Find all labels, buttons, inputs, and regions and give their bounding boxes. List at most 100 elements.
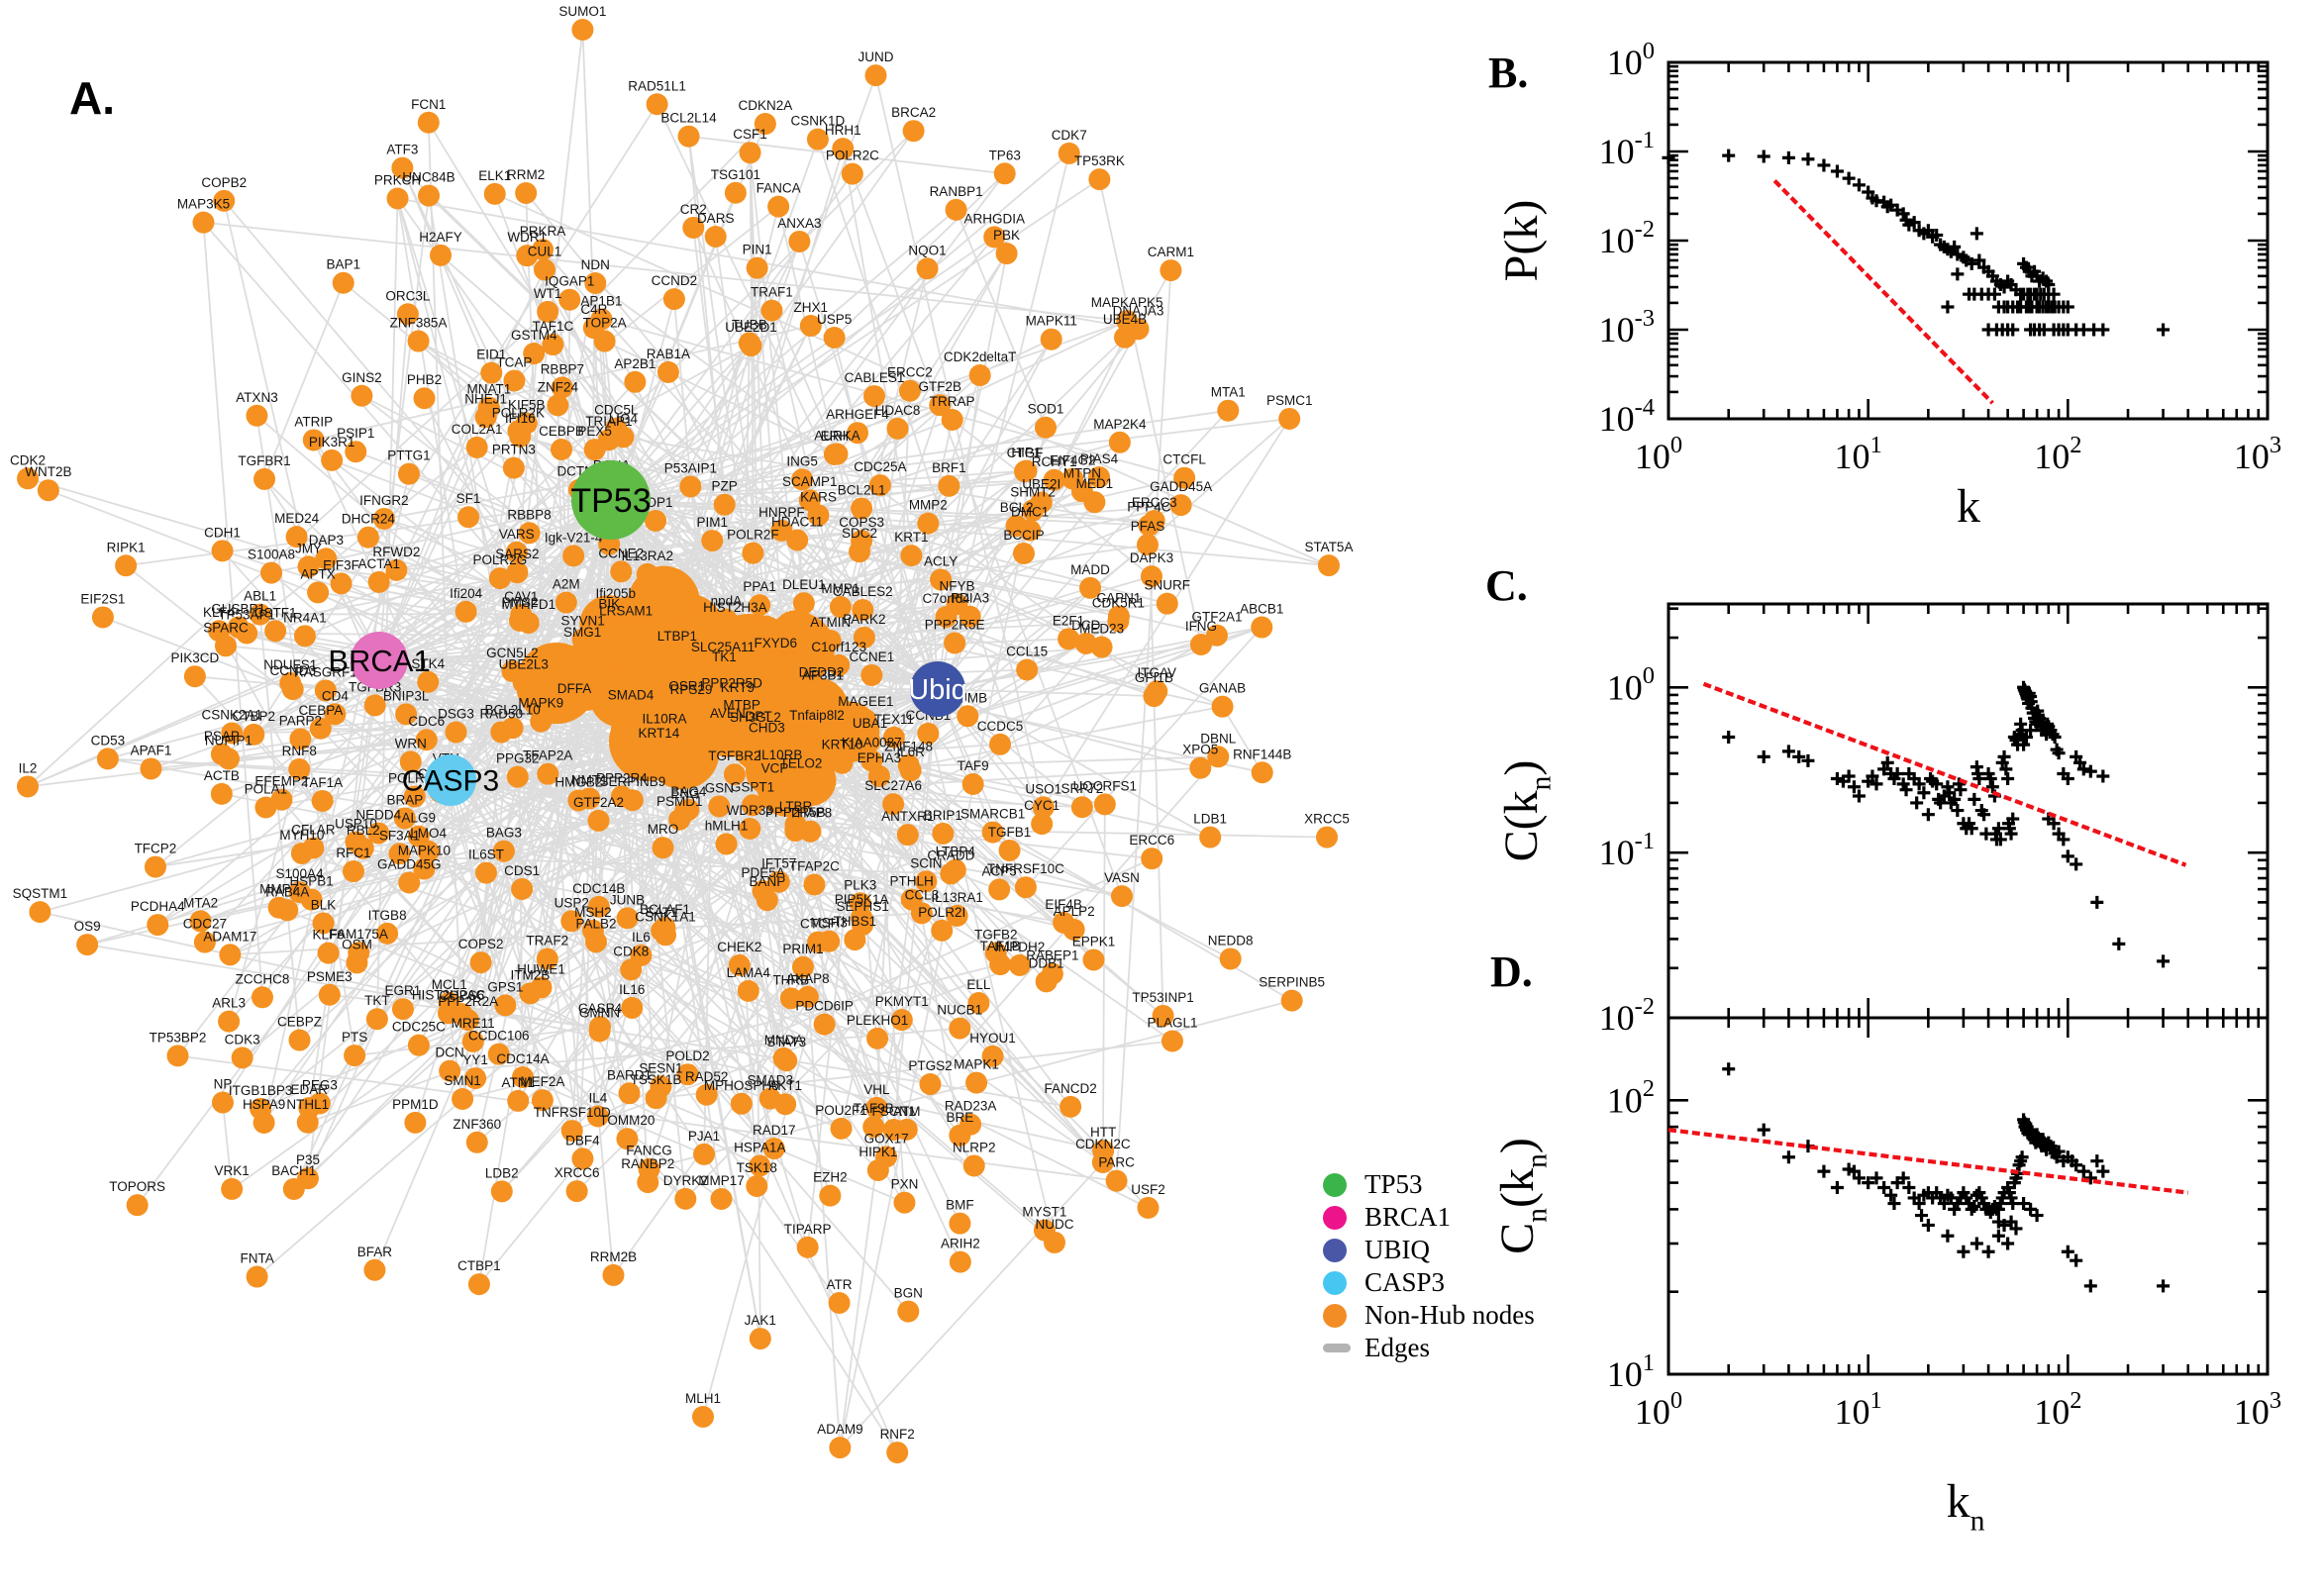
network-node	[243, 723, 265, 746]
node-label: BCLAF1	[640, 902, 690, 917]
node-label: TAF1A	[302, 775, 343, 790]
node-label: IL2	[19, 760, 38, 775]
network-node	[391, 156, 414, 179]
network-node	[1030, 491, 1053, 514]
node-label: POU2F1	[815, 1103, 867, 1118]
node-label: SMAD3	[747, 1073, 793, 1088]
node-label: SMARCB1	[960, 807, 1025, 822]
node-label: SF1	[456, 491, 481, 506]
node-label: EZH2	[813, 1170, 848, 1185]
network-node	[456, 1009, 479, 1032]
node-label: STAT5A	[1304, 540, 1353, 554]
node-label: TGFBR2	[708, 748, 760, 763]
tick-label: 10-4	[1599, 394, 1655, 439]
network-node	[231, 1047, 253, 1069]
node-label: CD53	[91, 733, 126, 748]
node-label: THBS1	[834, 914, 877, 929]
tick-label: 103	[2234, 1387, 2281, 1432]
node-label: Ifi205b	[595, 586, 636, 601]
node-label: MMP17	[698, 1173, 745, 1188]
network-node	[467, 1273, 490, 1296]
network-node	[418, 184, 441, 207]
node-label: CCND2	[652, 273, 698, 288]
node-label: NUCB1	[937, 1003, 982, 1018]
network-node	[762, 1138, 785, 1160]
network-node	[893, 1191, 916, 1214]
node-label: MPHOSPH6	[704, 1078, 779, 1093]
node-label: AP1B1	[580, 293, 622, 308]
network-node	[288, 757, 311, 780]
network-node	[749, 1154, 771, 1177]
network-node	[749, 1328, 771, 1350]
node-label: TGFB1	[988, 825, 1032, 840]
node-label: ANTXR1	[881, 809, 934, 824]
network-node	[844, 929, 866, 951]
node-label: SERPINB9	[599, 774, 665, 789]
network-node	[1108, 431, 1131, 453]
network-node	[862, 1116, 885, 1139]
network-node	[1317, 554, 1340, 577]
node-label: EPHA3	[858, 750, 901, 765]
node-label: TRIAP1	[585, 414, 632, 429]
node-label: MAPK9	[518, 696, 563, 711]
node-label: TGFBR1	[238, 453, 290, 468]
node-label: PLEKHO1	[847, 1013, 908, 1028]
legend-label: UBIQ	[1364, 1235, 1430, 1264]
node-label: RBL2	[347, 823, 380, 838]
node-label: NQO1	[908, 243, 946, 257]
network-node	[445, 721, 467, 744]
node-label: MED23	[1079, 622, 1124, 637]
node-label: RAD51L1	[628, 78, 686, 93]
axis-ticks	[1666, 1016, 2270, 1376]
node-label: USO1	[1025, 781, 1061, 796]
network-node	[630, 944, 653, 966]
network-node	[737, 979, 759, 1002]
network-node	[902, 120, 925, 143]
network-node	[502, 456, 525, 479]
network-node	[417, 670, 440, 693]
node-label: ERH	[821, 429, 850, 444]
node-label: CTBP1	[457, 1258, 501, 1273]
network-node	[474, 861, 497, 884]
network-node	[523, 343, 546, 365]
network-node	[796, 985, 819, 1008]
network-node	[571, 640, 594, 662]
network-node	[282, 1177, 305, 1200]
network-node	[300, 888, 323, 911]
network-node	[279, 672, 302, 695]
node-label: MMP7	[259, 882, 298, 897]
node-label: VASN	[1104, 870, 1140, 885]
node-label: NUFIP1	[205, 733, 252, 748]
network-node	[483, 182, 506, 205]
network-node	[730, 1092, 753, 1115]
node-label: BRAP	[386, 792, 423, 807]
node-label: TIPARP	[784, 1222, 832, 1237]
network-node	[29, 901, 51, 924]
node-label: CSNK2A1	[201, 708, 262, 723]
node-label: EIF3F	[323, 557, 359, 572]
network-node	[1189, 756, 1212, 779]
legend-item-nonhub: Non-Hub nodes	[1323, 1299, 1535, 1332]
network-node	[115, 554, 138, 577]
network-node	[1087, 465, 1110, 488]
network-node	[356, 526, 379, 549]
node-label: RAB1A	[647, 347, 690, 361]
node-label: ELK1	[478, 168, 511, 183]
network-node	[562, 545, 585, 567]
legend-item-brca1: BRCA1	[1323, 1201, 1535, 1234]
node-label: DAPK3	[1130, 550, 1173, 565]
network-node	[742, 542, 764, 564]
network-node	[252, 1111, 275, 1134]
network-node	[740, 335, 762, 357]
node-label: PDIA3	[951, 591, 989, 606]
network-node	[189, 910, 212, 933]
node-label: PIK3R1	[309, 435, 355, 449]
node-label: PSAP	[204, 729, 240, 744]
node-label: MCL1	[432, 977, 467, 992]
node-label: FANCD2	[1044, 1081, 1096, 1096]
node-label: RRM2	[507, 167, 545, 182]
node-label: DARS	[697, 211, 735, 226]
network-node	[895, 1118, 918, 1141]
node-label: ITGAV	[1137, 665, 1176, 680]
